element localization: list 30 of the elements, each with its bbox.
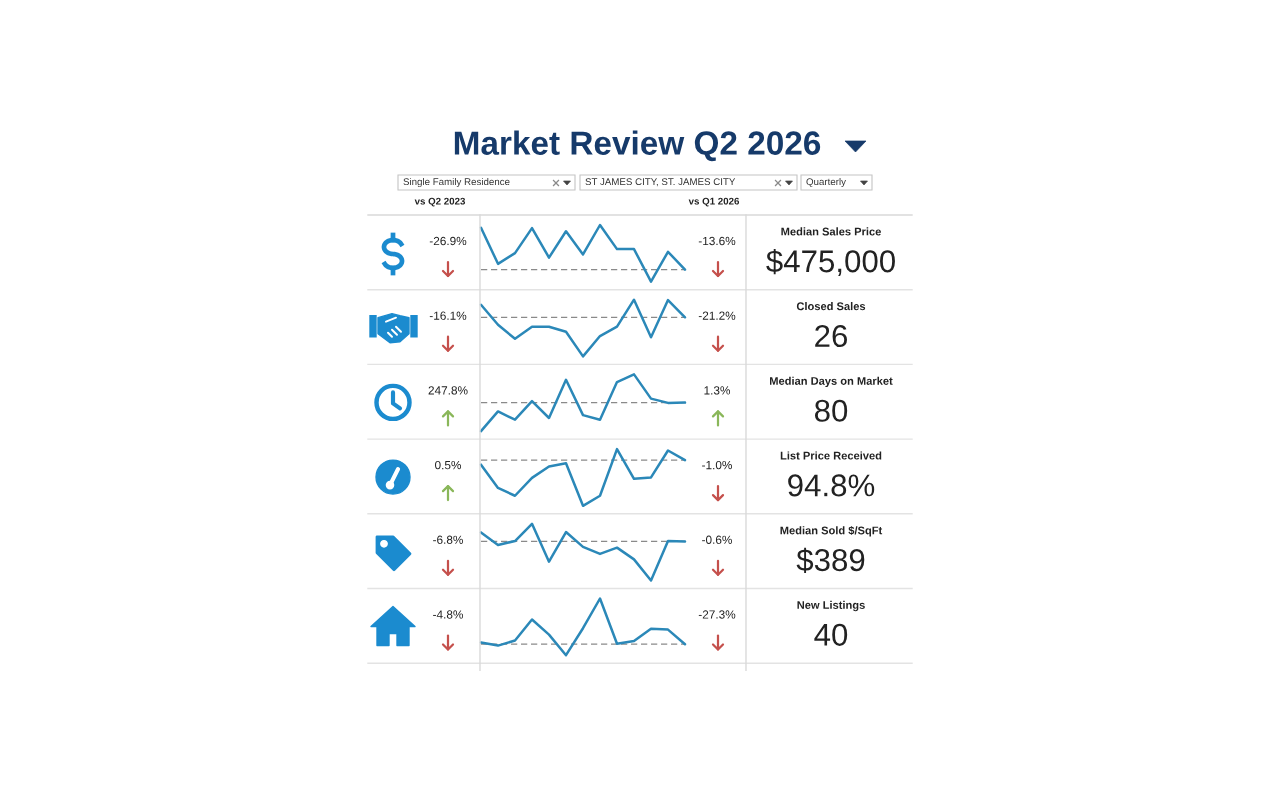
text: List Price Received — [780, 451, 882, 460]
text: Market Review Q2 2026 — [454, 130, 821, 162]
text: -1.0% — [702, 460, 732, 470]
text: -4.8% — [433, 610, 463, 619]
text: ST JAMES CITY, ST. JAMES CITY — [585, 178, 736, 187]
text: vs Q2 2023 — [414, 197, 466, 207]
text: 80 — [814, 399, 848, 422]
text: 26 — [815, 324, 848, 348]
text: 247.8% — [428, 386, 468, 395]
text: -16.1% — [429, 311, 467, 320]
text: $389 — [796, 547, 865, 574]
text: -27.3% — [698, 610, 736, 619]
text: -21.2% — [698, 311, 736, 320]
text: Median Sold $/SqFt — [780, 526, 883, 537]
text: Median Days on Market — [770, 376, 893, 388]
text: -13.6% — [698, 236, 736, 246]
text: $475,000 — [766, 248, 895, 277]
text: Single Family Residence — [403, 177, 510, 188]
text: Quarterly — [806, 177, 846, 188]
text: 1.3% — [704, 386, 731, 395]
text: 94.8% — [788, 474, 875, 497]
text: Closed Sales — [796, 302, 866, 311]
text: -6.8% — [433, 535, 463, 544]
text: Median Sales Price — [781, 227, 881, 236]
text: New Listings — [797, 600, 865, 612]
text: -0.6% — [702, 535, 732, 544]
text: -26.9% — [429, 236, 467, 246]
text: 40 — [814, 623, 848, 646]
text: vs Q1 2026 — [688, 197, 740, 207]
text: 0.5% — [435, 460, 462, 470]
